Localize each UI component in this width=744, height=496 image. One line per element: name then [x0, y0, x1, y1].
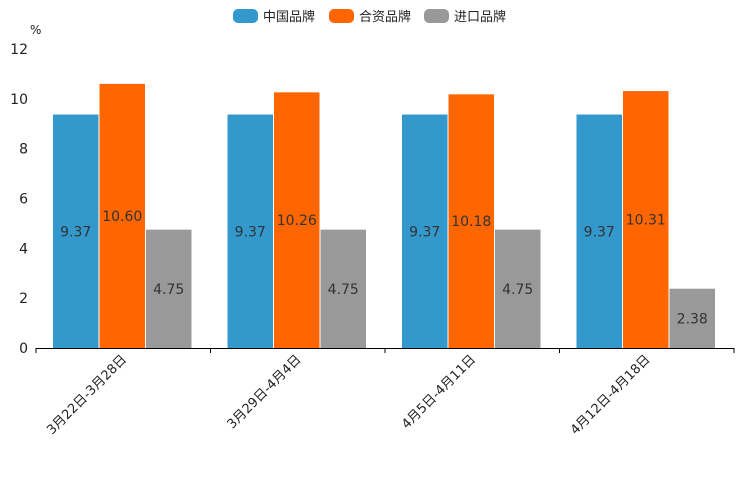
bar-value-label: 4.75 [328, 282, 359, 298]
bar [146, 229, 192, 348]
legend-swatch [233, 9, 258, 23]
bar [274, 92, 320, 348]
bar [53, 114, 99, 349]
x-axis-labels: 3月22日-3月28日 3月29日-4月4日 4月5日-4月11日 4月12日-4月1… [44, 352, 653, 438]
bar-value-label: 10.60 [102, 209, 142, 225]
bar-value-label: 10.18 [451, 214, 491, 230]
bars: 9.37 10.60 4.75 9.37 10.26 4.75 9.37 10.18 4.75 9… [53, 83, 715, 349]
bar [669, 288, 715, 348]
x-tick-label: 3月22日-3月28日 [44, 352, 130, 438]
x-tick-label: 3月29日-4月4日 [225, 352, 305, 432]
bar-value-label: 9.37 [235, 224, 266, 240]
x-tick-label: 4月5日-4月11日 [399, 352, 479, 432]
bar [227, 114, 273, 349]
bar [320, 229, 366, 348]
bar-value-label: 2.38 [677, 311, 708, 327]
bar-value-label: 4.75 [502, 282, 533, 298]
legend-label: 进口品牌 [454, 9, 506, 25]
legend-swatch [424, 9, 449, 23]
bar [576, 114, 622, 349]
bar-value-label: 10.31 [626, 213, 666, 229]
bar [495, 229, 541, 348]
y-tick-label: 6 [19, 192, 28, 208]
y-tick-label: 8 [19, 142, 28, 158]
legend: 中国品牌 合资品牌 进口品牌 [233, 9, 506, 25]
legend-label: 中国品牌 [263, 9, 315, 25]
y-axis-unit: % [30, 23, 41, 37]
y-tick-label: 12 [10, 42, 28, 58]
x-axis [35, 348, 735, 353]
bar-value-label: 9.37 [60, 224, 91, 240]
bar [448, 94, 494, 349]
bar-value-label: 10.26 [277, 213, 317, 229]
y-tick-label: 2 [19, 291, 28, 307]
y-axis-ticks: 0 2 4 6 8 10 12 [10, 42, 28, 357]
bar-value-label: 4.75 [153, 282, 184, 298]
bar [99, 83, 145, 348]
legend-label: 合资品牌 [359, 9, 411, 25]
y-tick-label: 4 [19, 241, 28, 257]
x-tick-label: 4月12日-4月18日 [568, 352, 654, 438]
legend-swatch [329, 9, 354, 23]
y-tick-label: 10 [10, 92, 28, 108]
bar-value-label: 9.37 [409, 224, 440, 240]
y-tick-label: 0 [19, 341, 28, 357]
bar [623, 91, 669, 349]
bar [402, 114, 448, 349]
bar-value-label: 9.37 [584, 224, 615, 240]
